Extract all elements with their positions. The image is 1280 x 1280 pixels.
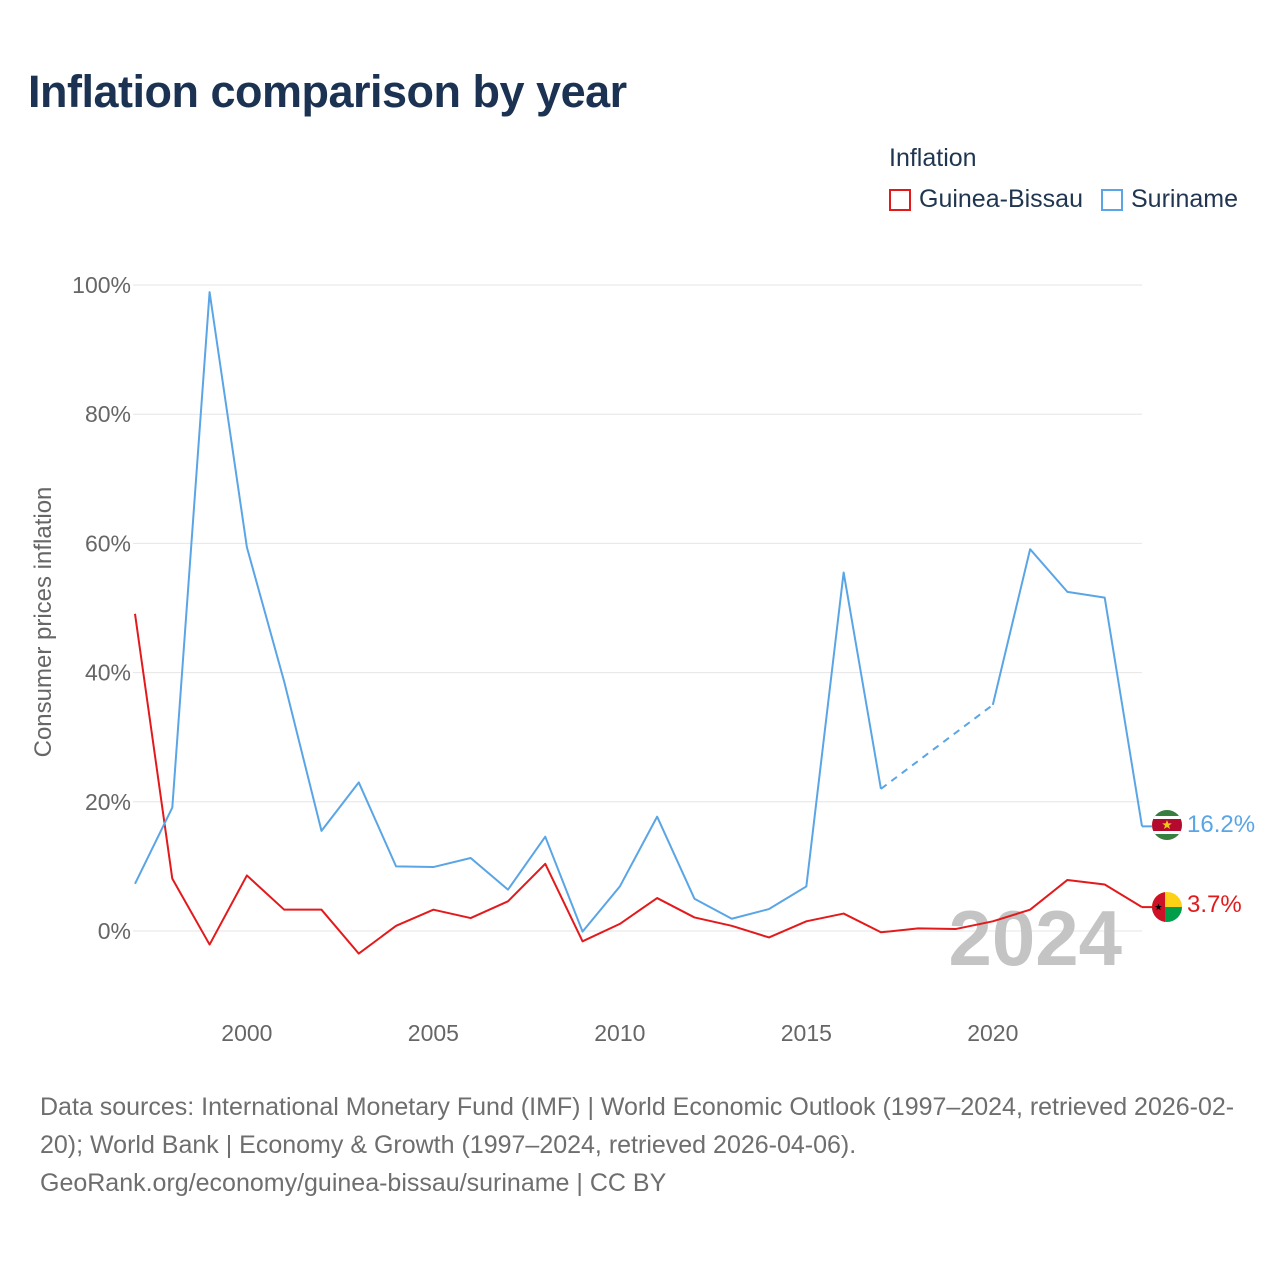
y-tick-label: 40% bbox=[85, 660, 131, 686]
x-tick-label: 2005 bbox=[408, 1020, 459, 1046]
suriname-flag-icon bbox=[1152, 810, 1182, 840]
legend-label-guinea-bissau: Guinea-Bissau bbox=[919, 185, 1083, 213]
legend-swatch-suriname bbox=[1100, 188, 1123, 211]
y-tick-label: 80% bbox=[85, 401, 131, 427]
series-gap-suriname bbox=[880, 704, 994, 790]
y-axis-ticks: 0% 20% 40% 60% 80% 100% bbox=[72, 272, 131, 944]
footer: Data sources: International Monetary Fun… bbox=[40, 1088, 1250, 1202]
x-tick-label: 2020 bbox=[967, 1020, 1018, 1046]
chart-title: Inflation comparison by year bbox=[28, 66, 627, 117]
y-tick-label: 100% bbox=[72, 272, 131, 298]
guinea-bissau-flag-icon bbox=[1152, 892, 1182, 922]
legend-label-suriname: Suriname bbox=[1130, 185, 1238, 213]
end-label-suriname: 16.2% bbox=[1187, 811, 1255, 838]
x-tick-label: 2015 bbox=[781, 1020, 832, 1046]
x-axis-ticks: 2000 2005 2010 2015 2020 bbox=[221, 1020, 1018, 1046]
end-markers: 16.2% 3.7% bbox=[1152, 810, 1255, 922]
series-line-suriname bbox=[991, 548, 1143, 827]
chart-plot: 0%20%40%60%80%100% 2000 2005 2010 2015 2020 … bbox=[30, 272, 1255, 1046]
legend-title: Inflation bbox=[889, 144, 977, 172]
legend-item-guinea-bissau[interactable]: Guinea-Bissau bbox=[889, 185, 1083, 214]
legend-swatch-guinea-bissau bbox=[889, 188, 911, 211]
series-line-guinea-bissau bbox=[134, 613, 1143, 955]
x-tick-label: 2010 bbox=[594, 1020, 645, 1046]
legend-item-suriname[interactable]: Suriname bbox=[1100, 185, 1238, 214]
series-line-suriname bbox=[134, 291, 882, 933]
x-tick-label: 2000 bbox=[221, 1020, 272, 1046]
series-lines bbox=[134, 291, 1152, 955]
data-sources: Data sources: International Monetary Fun… bbox=[40, 1093, 1235, 1159]
legend: Inflation Guinea-Bissau Suriname bbox=[889, 144, 1269, 214]
footer-credit: GeoRank.org/economy/guinea-bissau/surina… bbox=[40, 1169, 667, 1197]
year-watermark: 2024 bbox=[948, 894, 1122, 982]
y-tick-label: 60% bbox=[85, 530, 131, 556]
y-tick-label: 20% bbox=[85, 789, 131, 815]
gridlines bbox=[133, 284, 1142, 932]
end-label-guinea-bissau: 3.7% bbox=[1187, 891, 1242, 918]
y-axis-label: Consumer prices inflation bbox=[30, 487, 57, 758]
y-tick-label: 0% bbox=[98, 918, 131, 944]
